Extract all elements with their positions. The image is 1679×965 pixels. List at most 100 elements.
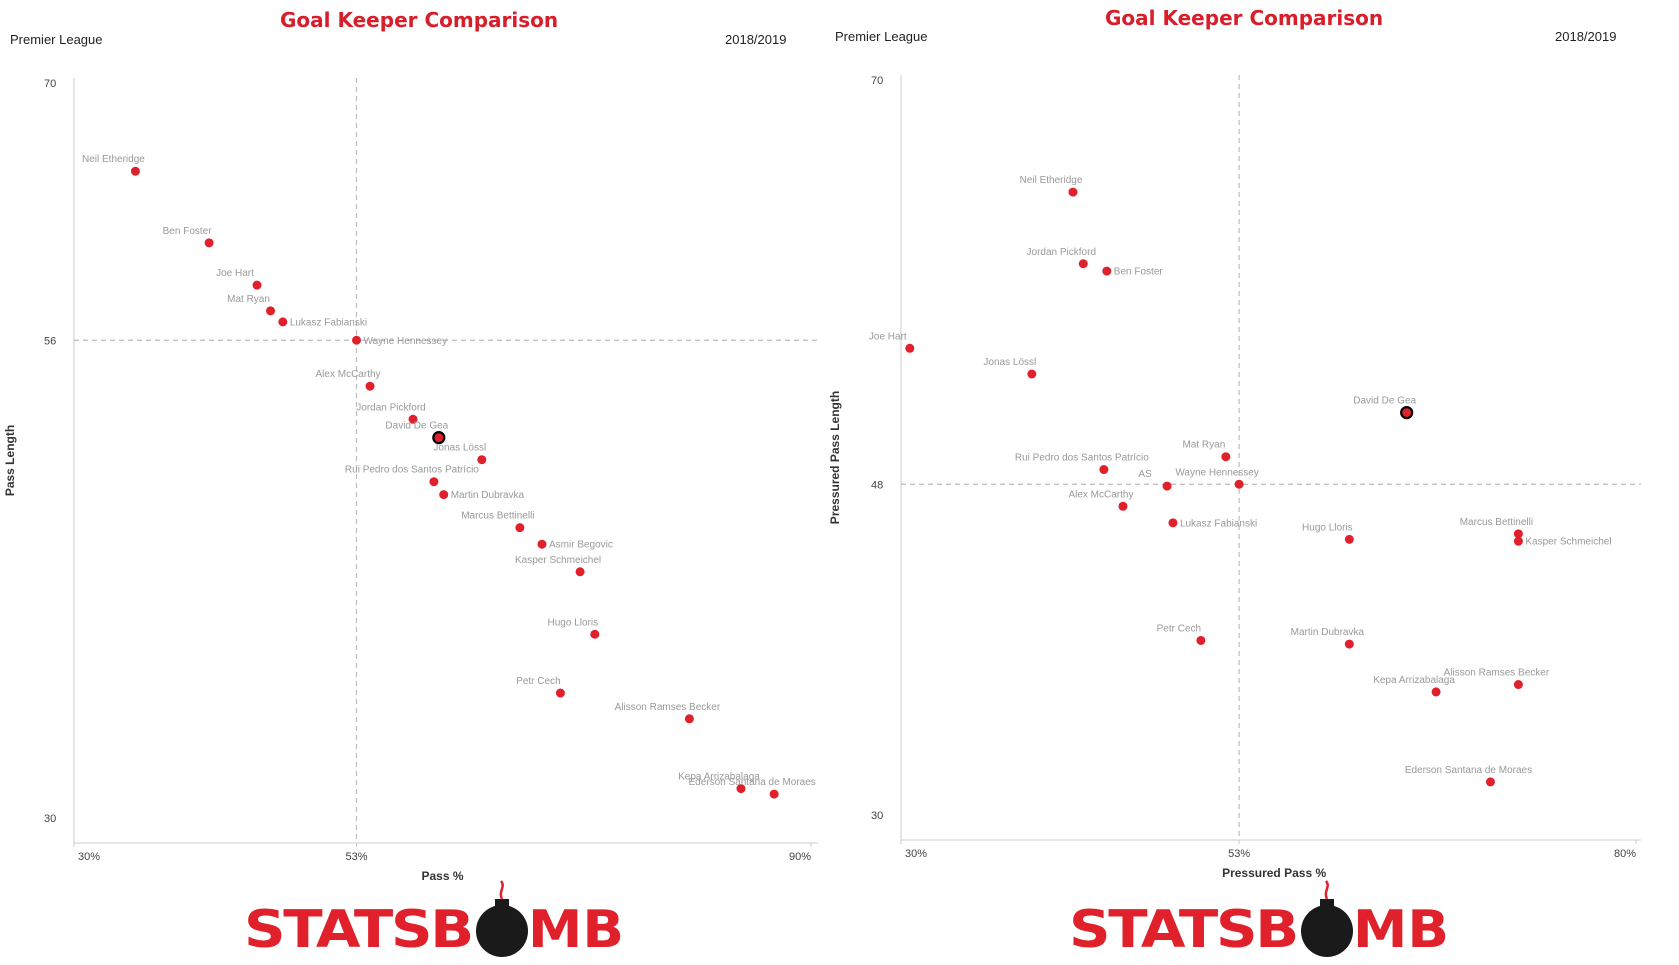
scatter-point xyxy=(1344,639,1354,649)
point-label: Wayne Hennessey xyxy=(1175,467,1259,478)
scatter-point xyxy=(1221,452,1231,462)
scatter-point xyxy=(278,317,288,327)
scatter-point xyxy=(537,539,547,549)
scatter-point-group: Ederson Santana de Moraes xyxy=(688,777,816,799)
point-label: Jordan Pickford xyxy=(1027,247,1096,258)
chart-title: Goal Keeper Comparison xyxy=(1105,6,1384,30)
point-label: Kepa Arrizabalaga xyxy=(1373,675,1455,686)
point-label: Alex McCarthy xyxy=(316,369,381,380)
scatter-point-group: David De Gea xyxy=(1353,396,1417,420)
x-axis-label: Pressured Pass % xyxy=(1222,866,1326,880)
point-label: Alisson Ramses Becker xyxy=(615,702,721,713)
statsbomb-logo-graphic: STATSB MB xyxy=(1069,880,1449,960)
scatter-point-group: Marcus Bettinelli xyxy=(461,511,535,533)
scatter-point xyxy=(1513,680,1523,690)
point-label: Ben Foster xyxy=(163,226,213,237)
bomb-fuse-icon xyxy=(499,880,504,900)
scatter-point-group: Alex McCarthy xyxy=(316,369,381,391)
point-label: Wayne Hennessey xyxy=(364,336,448,347)
point-label: Joe Hart xyxy=(869,331,907,342)
y-tick-label: 30 xyxy=(44,813,56,825)
scatter-point xyxy=(684,714,694,724)
scatter-point-group: Jonas Lössl xyxy=(433,443,487,465)
scatter-point xyxy=(477,455,487,465)
y-tick-label: 56 xyxy=(44,335,56,347)
logo-text-right: MB xyxy=(1353,900,1449,960)
scatter-point xyxy=(1078,259,1088,269)
scatter-point-group: Neil Etheridge xyxy=(82,154,145,176)
scatter-point-group: Jordan Pickford xyxy=(356,402,426,424)
logo-text-left: STATSB xyxy=(244,900,472,960)
chart-title: Goal Keeper Comparison xyxy=(280,8,559,32)
point-label: David De Gea xyxy=(385,421,448,432)
scatter-point-group: Rui Pedro dos Santos Patrício xyxy=(1015,453,1149,475)
scatter-point-group: Kepa Arrizabalaga xyxy=(1373,675,1455,697)
scatter-point xyxy=(1027,369,1037,379)
league-label: Premier League xyxy=(10,32,103,47)
scatter-plot: 30% 53% 80% 70 48 30 Pressured Pass % Pressured… xyxy=(828,75,1641,880)
y-axis-label: Pressured Pass Length xyxy=(828,391,842,524)
scatter-point-group: Jordan Pickford xyxy=(1027,247,1096,269)
scatter-point xyxy=(252,280,262,290)
point-label: Alisson Ramses Becker xyxy=(1444,668,1550,679)
scatter-point xyxy=(575,567,585,577)
scatter-point-group: Asmir Begovic xyxy=(537,539,613,551)
y-tick-label: 48 xyxy=(871,479,883,491)
scatter-point xyxy=(1068,187,1078,197)
scatter-point-group: Lukasz Fabianski xyxy=(1168,518,1257,529)
bomb-icon xyxy=(1301,905,1353,957)
chart-panel-pass: Goal Keeper Comparison Premier League 20… xyxy=(0,0,830,965)
scatter-point xyxy=(769,789,779,799)
scatter-point-group: Hugo Lloris xyxy=(548,617,600,639)
scatter-point xyxy=(1513,529,1523,539)
scatter-point-group: AS xyxy=(1138,469,1172,491)
scatter-point xyxy=(266,306,276,316)
point-label: Ederson Santana de Moraes xyxy=(688,777,815,788)
scatter-point xyxy=(429,477,439,487)
scatter-point-group: Wayne Hennessey xyxy=(352,335,448,347)
scatter-point-group: Mat Ryan xyxy=(227,294,276,316)
scatter-point-group: Mat Ryan xyxy=(1182,440,1231,462)
scatter-plot: 30% 53% 90% 70 56 30 Pass % Pass Length Neil Eth… xyxy=(3,78,818,883)
scatter-point xyxy=(1162,481,1172,491)
scatter-point-group: Kasper Schmeichel xyxy=(515,555,601,577)
statsbomb-logo: STATSB MB xyxy=(1069,880,1449,960)
season-label: 2018/2019 xyxy=(1555,29,1617,44)
scatter-point-group: Marcus Bettinelli xyxy=(1460,517,1533,539)
scatter-point xyxy=(1099,465,1109,475)
point-label: Ederson Santana de Moraes xyxy=(1405,765,1532,776)
scatter-point-group: Kepa Arrizabalaga xyxy=(678,772,760,794)
scatter-point-group: Lukasz Fabianski xyxy=(278,317,367,328)
point-label: Kasper Schmeichel xyxy=(515,555,601,566)
point-label: Martin Dubravka xyxy=(451,490,525,501)
point-label: Marcus Bettinelli xyxy=(461,511,534,522)
point-label: Petr Cech xyxy=(1157,623,1201,634)
x-tick-label: 30% xyxy=(905,848,927,860)
scatter-point-group: Joe Hart xyxy=(216,268,262,290)
point-label: David De Gea xyxy=(1353,396,1416,407)
scatter-point xyxy=(515,523,525,533)
point-label: Mat Ryan xyxy=(227,294,270,305)
scatter-point xyxy=(439,490,449,500)
scatter-point xyxy=(1431,687,1441,697)
scatter-point xyxy=(432,431,446,445)
point-label: Mat Ryan xyxy=(1182,440,1225,451)
y-tick-label: 30 xyxy=(871,810,883,822)
x-tick-label: 80% xyxy=(1614,848,1636,860)
scatter-point-group: Hugo Lloris xyxy=(1302,522,1354,544)
scatter-point xyxy=(352,335,362,345)
scatter-point xyxy=(1513,536,1523,546)
scatter-point xyxy=(905,343,915,353)
bomb-cap-icon xyxy=(495,899,509,908)
scatter-point-group: Martin Dubravka xyxy=(439,490,525,501)
point-label: Hugo Lloris xyxy=(1302,522,1353,533)
scatter-point-group: Martin Dubravka xyxy=(1291,627,1364,649)
scatter-point xyxy=(1400,405,1414,420)
scatter-point-group: Ben Foster xyxy=(163,226,214,248)
scatter-point-group: David De Gea xyxy=(385,421,449,445)
y-tick-label: 70 xyxy=(44,78,56,90)
scatter-point-group: Kasper Schmeichel xyxy=(1513,536,1612,548)
bomb-cap-icon xyxy=(1320,899,1334,908)
x-tick-label: 90% xyxy=(789,851,811,863)
x-axis-label: Pass % xyxy=(422,869,464,883)
